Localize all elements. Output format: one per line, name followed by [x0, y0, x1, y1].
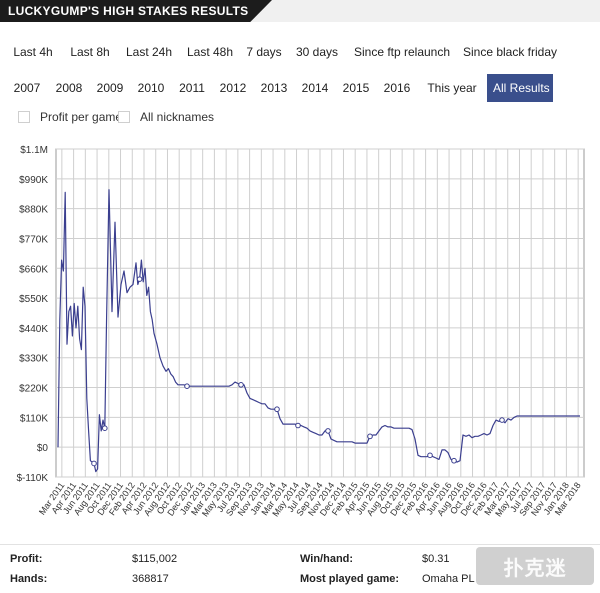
y-tick-label: $990K — [19, 175, 48, 186]
filter-last-4h[interactable]: Last 4h — [13, 45, 53, 59]
filter-last-24h[interactable]: Last 24h — [125, 45, 173, 59]
winhand-label: Win/hand: — [300, 553, 354, 565]
filter-2014[interactable]: 2014 — [301, 81, 329, 95]
y-tick-label: $220K — [19, 384, 48, 395]
filter-last-8h[interactable]: Last 8h — [70, 45, 110, 59]
winhand-value: $0.31 — [422, 553, 450, 565]
filter-2015[interactable]: 2015 — [342, 81, 370, 95]
series-point — [91, 460, 97, 467]
filter-30-days[interactable]: 30 days — [295, 45, 339, 59]
watermark-text: 扑克迷 — [503, 555, 567, 580]
filter-2007[interactable]: 2007 — [13, 81, 41, 95]
y-tick-label: $440K — [19, 324, 48, 335]
hands-value: 368817 — [132, 573, 169, 585]
filter-this-year[interactable]: This year — [427, 81, 477, 95]
y-tick-label: $1.1M — [20, 145, 48, 156]
y-tick-label: $770K — [19, 234, 48, 245]
profit-value: $115,002 — [132, 553, 178, 565]
filter-2012[interactable]: 2012 — [219, 81, 247, 95]
title-tab — [0, 0, 272, 22]
filter-since-ftp-relaunch[interactable]: Since ftp relaunch — [353, 45, 451, 59]
filter-2011[interactable]: 2011 — [179, 81, 205, 95]
year-filter-row: 2007 2008 2009 2010 2011 2012 2013 2014 … — [0, 74, 600, 102]
all-nicknames-label: All nicknames — [140, 110, 215, 124]
filter-since-black-friday[interactable]: Since black friday — [462, 45, 558, 59]
filter-7-days[interactable]: 7 days — [246, 45, 282, 59]
y-tick-label: $550K — [19, 294, 48, 305]
stats-panel: Profit: $115,002 Win/hand: $0.31 Hands: … — [0, 544, 600, 593]
all-nicknames-checkbox[interactable] — [118, 111, 130, 123]
profit-per-game-checkbox[interactable] — [18, 111, 30, 123]
y-tick-label: $0 — [37, 443, 49, 454]
filter-last-48h[interactable]: Last 48h — [186, 45, 234, 59]
series-point — [451, 457, 457, 464]
series-point — [325, 428, 331, 434]
y-tick-label: $660K — [19, 264, 48, 275]
filter-all-results[interactable]: All Results — [487, 74, 553, 102]
y-tick-label: $330K — [19, 354, 48, 365]
period-filter-row: Last 4h Last 8h Last 24h Last 48h 7 days… — [0, 38, 600, 66]
profit-per-game-option[interactable]: Profit per game — [18, 108, 122, 126]
series-point — [295, 422, 301, 429]
series-point — [238, 382, 244, 388]
y-tick-label: $110K — [20, 413, 49, 424]
title-bar: LUCKYGUMP'S HIGH STAKES RESULTS — [0, 0, 600, 22]
page-title: LUCKYGUMP'S HIGH STAKES RESULTS — [8, 4, 249, 18]
profit-label: Profit: — [10, 553, 43, 565]
hands-label: Hands: — [10, 573, 48, 585]
game-value: Omaha PL — [422, 573, 475, 585]
filter-2010[interactable]: 2010 — [137, 81, 165, 95]
results-chart: $1.1M $990K $880K $770K $660K $550K $440K $330K… — [0, 138, 600, 538]
game-label: Most played game: — [300, 573, 400, 585]
filter-2009[interactable]: 2009 — [96, 81, 124, 95]
results-chart-svg: $1.1M $990K $880K $770K $660K $550K $440K $330K… — [16, 145, 585, 519]
series-point — [184, 383, 190, 389]
series-point — [427, 452, 433, 459]
series-point — [274, 406, 280, 413]
series-point — [136, 276, 143, 282]
y-tick-label: $880K — [19, 205, 48, 216]
profit-series-line — [57, 189, 580, 473]
y-tick-label: $-110K — [16, 473, 48, 484]
filter-2013[interactable]: 2013 — [260, 81, 288, 95]
series-point — [102, 425, 108, 432]
watermark-logo: 扑克迷 — [476, 547, 594, 585]
series-point — [499, 417, 505, 423]
filter-2008[interactable]: 2008 — [55, 81, 83, 95]
filter-2016[interactable]: 2016 — [383, 81, 411, 95]
profit-per-game-label: Profit per game — [40, 110, 123, 124]
series-point — [367, 433, 373, 440]
all-nicknames-option[interactable]: All nicknames — [118, 108, 214, 126]
